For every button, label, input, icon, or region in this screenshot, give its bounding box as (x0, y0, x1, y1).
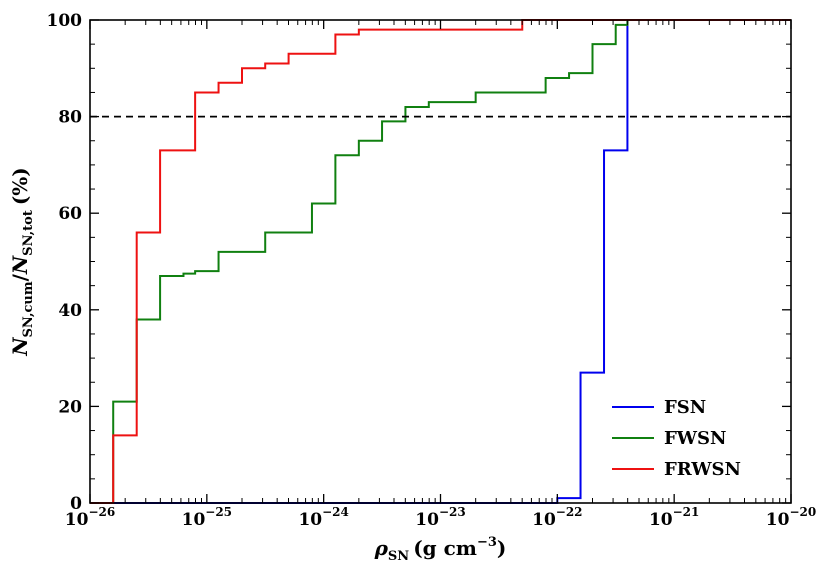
x-axis-label-units: (g cm (413, 536, 477, 560)
y-tick-label: 60 (58, 204, 82, 224)
tick-layer (89, 19, 792, 504)
legend-label-fwsn: FWSN (664, 428, 726, 449)
y-axis-label-n2: N (8, 255, 32, 275)
y-tick-label: 0 (70, 494, 82, 514)
y-tick-label: 40 (58, 301, 82, 321)
y-axis-label-units: (%) (8, 167, 32, 205)
x-tick-label: 10−21 (649, 505, 699, 530)
x-tick-label: 10−24 (298, 505, 348, 530)
legend: FSN FWSN FRWSN (612, 397, 741, 480)
tick-label-layer: 10−26 10−25 10−24 10−23 10−22 10−21 10−20 0 20 40… (47, 11, 817, 530)
x-tick-label: 10−22 (532, 505, 582, 530)
x-axis-label: ρSN (g cm−3) (374, 535, 507, 564)
y-axis-label-n1: N (8, 337, 32, 357)
y-axis-label-sub1: SN,cum (21, 281, 36, 337)
y-axis-label-sub2: SN,tot (21, 210, 36, 256)
x-tick-label: 10−26 (65, 505, 115, 530)
x-tick-label: 10−23 (415, 505, 465, 530)
y-axis-label: NSN,cum/NSN,tot(%) (8, 167, 36, 357)
x-tick-label: 10−25 (182, 505, 232, 530)
y-axis-label-slash: / (8, 273, 32, 281)
x-axis-label-exp: −3 (477, 535, 497, 550)
series-line-frwsn (90, 19, 791, 504)
legend-label-fsn: FSN (664, 397, 706, 418)
x-axis-label-symbol: ρ (374, 536, 389, 560)
x-axis-label-close: ) (497, 536, 506, 560)
x-axis-label-sub: SN (388, 549, 409, 564)
x-tick-label: 10−20 (766, 505, 816, 530)
y-tick-label: 100 (47, 11, 83, 31)
y-tick-label: 20 (58, 397, 82, 417)
legend-label-frwsn: FRWSN (664, 459, 741, 480)
series-line-fwsn (90, 19, 791, 504)
y-tick-label: 80 (58, 108, 82, 128)
